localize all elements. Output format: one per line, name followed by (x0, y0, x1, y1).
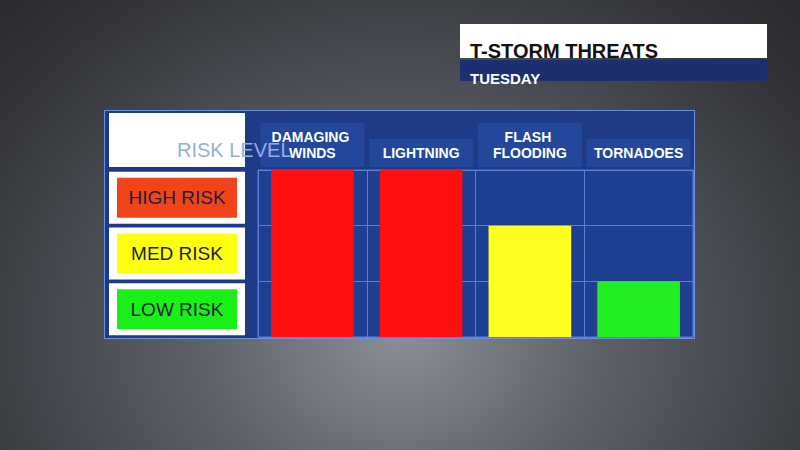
svg-text:WINDS: WINDS (289, 145, 336, 161)
svg-text:T-STORM THREATS: T-STORM THREATS (470, 40, 658, 62)
svg-text:LIGHTNING: LIGHTNING (383, 145, 460, 161)
svg-text:TUESDAY: TUESDAY (470, 70, 540, 87)
svg-text:RISK LEVEL: RISK LEVEL (177, 139, 292, 161)
svg-text:LOW RISK: LOW RISK (131, 299, 224, 320)
svg-text:MED RISK: MED RISK (131, 243, 223, 264)
svg-text:TORNADOES: TORNADOES (594, 145, 683, 161)
svg-text:FLOODING: FLOODING (493, 145, 567, 161)
svg-text:FLASH: FLASH (505, 129, 556, 145)
svg-text:DAMAGING: DAMAGING (271, 129, 354, 145)
svg-text:HIGH RISK: HIGH RISK (128, 187, 225, 208)
